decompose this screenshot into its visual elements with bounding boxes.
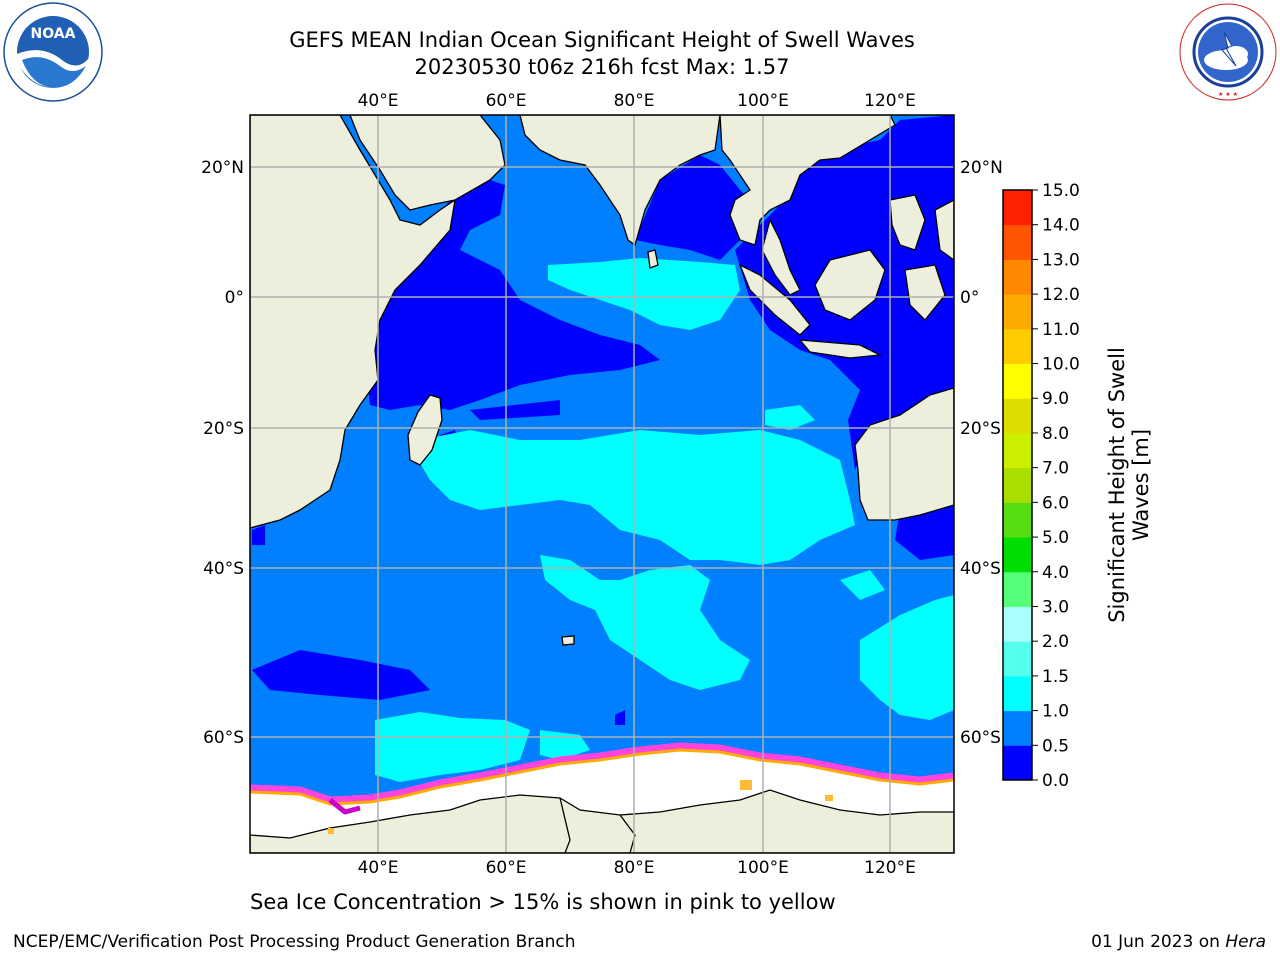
lat-label: 20°S (960, 419, 1001, 439)
colorbar-tick-label: 3.0 (1042, 597, 1069, 617)
lon-label: 120°E (864, 858, 916, 878)
lon-label: 100°E (737, 91, 789, 111)
colorbar-tick-label: 10.0 (1042, 355, 1080, 375)
lon-label: 40°E (358, 858, 399, 878)
colorbar-label: Significant Height of Swell Waves [m] (1105, 347, 1153, 623)
lon-label: 100°E (737, 858, 789, 878)
colorbar-segment (1003, 606, 1032, 642)
colorbar-segment (1003, 190, 1032, 226)
sea-ice-patches (328, 780, 833, 834)
colorbar-segment (1003, 537, 1032, 573)
lon-label: 80°E (614, 858, 655, 878)
colorbar-tick-label: 1.5 (1042, 667, 1069, 687)
lat-label: 0° (225, 288, 244, 308)
colorbar-label-line2: Waves [m] (1129, 429, 1153, 541)
colorbar-segment (1003, 328, 1032, 365)
colorbar-segment (1003, 259, 1032, 295)
colorbar-tick-label: 4.0 (1042, 563, 1069, 583)
chart-subtitle: 20230530 t06z 216h fcst Max: 1.57 (414, 55, 790, 79)
lat-label: 40°S (203, 559, 244, 579)
colorbar-tick-label: 11.0 (1042, 320, 1080, 340)
lon-label: 80°E (614, 91, 655, 111)
chart-title: GEFS MEAN Indian Ocean Significant Heigh… (289, 28, 915, 52)
colorbar-tick-label: 15.0 (1042, 181, 1080, 201)
colorbar-segment (1003, 363, 1032, 399)
lon-label: 120°E (864, 91, 916, 111)
colorbar-tick-label: 2.0 (1042, 632, 1069, 652)
footer-host: Hera (1225, 932, 1266, 952)
antarctica (250, 748, 954, 853)
colorbar-tick-label: 13.0 (1042, 250, 1080, 270)
colorbar-segment (1003, 398, 1032, 434)
right-lat-labels: 20°N 0° 20°S 40°S 60°S (960, 158, 1003, 748)
footer-date-text: 01 Jun 2023 on (1091, 932, 1226, 952)
colorbar-tick-label: 6.0 (1042, 493, 1069, 513)
colorbar-segment (1003, 502, 1032, 538)
colorbar-tick-label: 0.5 (1042, 736, 1069, 756)
colorbar-segment (1003, 224, 1032, 260)
lat-label: 20°N (201, 158, 244, 178)
colorbar-segment (1003, 641, 1032, 677)
colorbar-segment (1003, 675, 1032, 712)
nws-logo: ★ ★ ★ (1178, 2, 1278, 102)
map-frame (249, 114, 955, 854)
lon-label: 40°E (358, 91, 399, 111)
sea-ice-edge (250, 742, 954, 815)
map-gridlines (250, 115, 954, 853)
lat-label: 20°S (203, 419, 244, 439)
lat-label: 40°S (960, 559, 1001, 579)
lat-label: 0° (960, 288, 979, 308)
top-lon-labels: 40°E 60°E 80°E 100°E 120°E (358, 91, 916, 111)
lat-label: 60°S (960, 728, 1001, 748)
colorbar-tick-label: 14.0 (1042, 216, 1080, 236)
colorbar-tick-label: 1.0 (1042, 702, 1069, 722)
colorbar-frame (1002, 189, 1033, 781)
colorbar-tick-label: 0.0 (1042, 771, 1069, 791)
colorbar-segment (1003, 745, 1032, 781)
colorbar-tick-label: 8.0 (1042, 424, 1069, 444)
colorbar-tick-label: 12.0 (1042, 285, 1080, 305)
bottom-lon-labels: 40°E 60°E 80°E 100°E 120°E (358, 858, 916, 878)
colorbar-segment (1003, 294, 1032, 330)
footer-date: 01 Jun 2023 on Hera (1091, 932, 1266, 952)
colorbar-tick-label: 5.0 (1042, 528, 1069, 548)
lon-label: 60°E (486, 91, 527, 111)
lat-label: 60°S (203, 728, 244, 748)
colorbar-tick-label: 7.0 (1042, 459, 1069, 479)
svg-text:★ ★ ★: ★ ★ ★ (1218, 91, 1238, 98)
colorbar-label-line1: Significant Height of Swell (1105, 347, 1129, 623)
left-lat-labels: 20°N 0° 20°S 40°S 60°S (201, 158, 244, 748)
sea-ice-caption: Sea Ice Concentration > 15% is shown in … (250, 890, 836, 914)
map-plot-area (250, 115, 954, 853)
colorbar-segment (1003, 571, 1032, 607)
colorbar: 0.0 0.5 1.0 1.5 2.0 3.0 4.0 5.0 6.0 7.0 8.0 9.0 10.0… (1002, 181, 1080, 791)
noaa-logo: NOAA (2, 2, 104, 102)
noaa-logo-text: NOAA (31, 26, 76, 42)
lat-label: 20°N (960, 158, 1003, 178)
swell-band-1.0-1.5 (375, 258, 954, 782)
lon-label: 60°E (486, 858, 527, 878)
footer-credit: NCEP/EMC/Verification Post Processing Pr… (13, 932, 576, 952)
colorbar-segment (1003, 710, 1032, 746)
colorbar-segment (1003, 432, 1032, 469)
colorbar-tick-label: 9.0 (1042, 389, 1069, 409)
colorbar-segment (1003, 467, 1032, 503)
